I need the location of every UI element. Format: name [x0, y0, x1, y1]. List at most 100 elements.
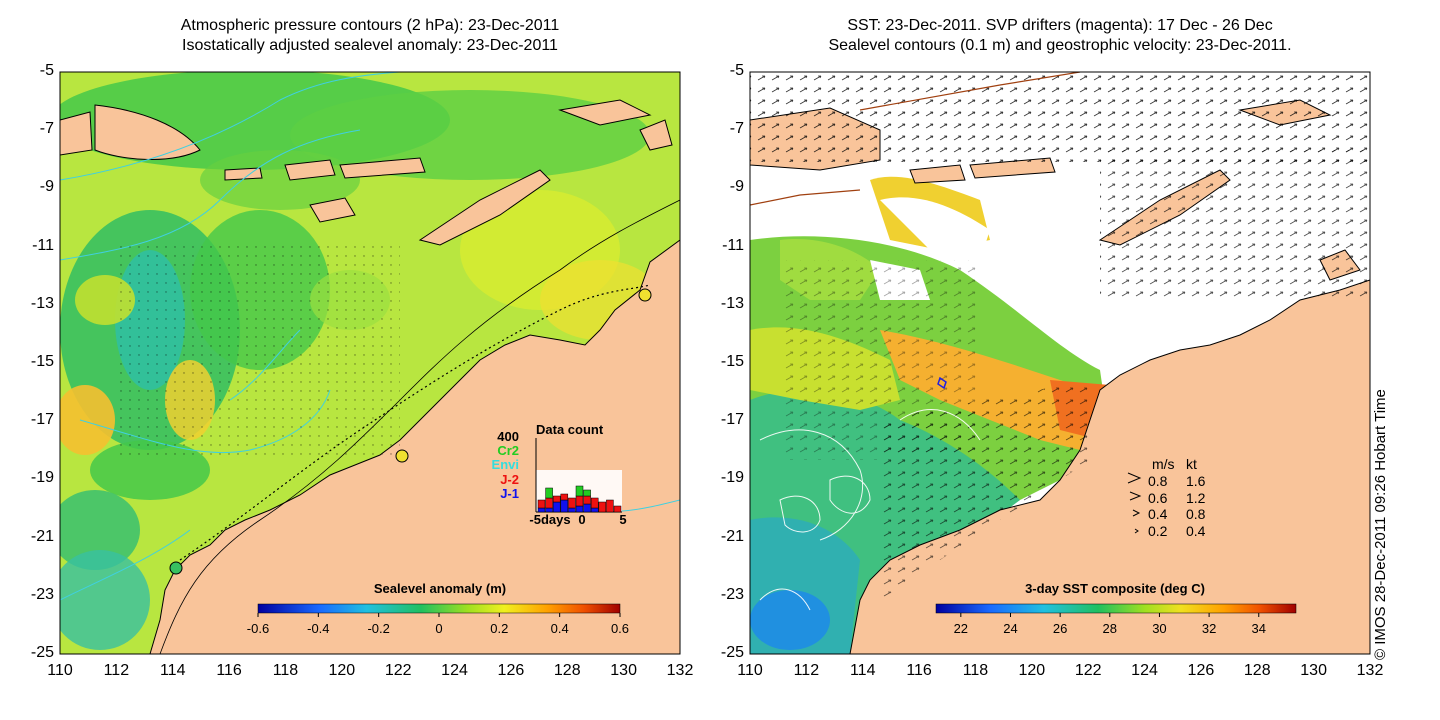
- left-lon-tick-label: 112: [103, 662, 130, 679]
- left-lon-tick-label: 114: [159, 662, 186, 679]
- bali-lombok: [224, 167, 263, 181]
- histogram-bar: [545, 497, 553, 509]
- left-lon-tick-label: 110: [47, 662, 73, 679]
- java-west: [60, 111, 93, 156]
- right-map-frame: [749, 71, 1371, 655]
- legend-ms-value: 0.2: [1148, 523, 1168, 539]
- legend-kt-header: kt: [1186, 456, 1197, 472]
- legend-kt-value: 1.2: [1186, 490, 1206, 506]
- left-lon-tick-label: 120: [328, 662, 356, 679]
- legend-kt-value: 1.6: [1186, 473, 1206, 489]
- right-lat-tick-label: -5: [729, 62, 744, 79]
- legend-ms-header: m/s: [1152, 456, 1175, 472]
- right-sst-map: [750, 72, 1370, 654]
- right-title-line1: SST: 23-Dec-2011. SVP drifters (magenta)…: [847, 17, 1273, 34]
- velocity-arrows-central: [780, 260, 980, 460]
- left-title-line2: Isostatically adjusted sealevel anomaly:…: [182, 37, 558, 54]
- tanimbar: [639, 119, 673, 151]
- histogram-bar: [552, 501, 561, 513]
- mission-j1: J-1: [500, 486, 519, 501]
- colorbar-tick-label: 26: [1053, 621, 1067, 636]
- mission-j2: J-2: [500, 472, 519, 487]
- colorbar-tick-label: -0.4: [307, 621, 329, 636]
- histogram-bar: [537, 499, 546, 509]
- histogram-bar: [583, 495, 591, 505]
- sst-colorbar: 22 24 26 28 30 32 34: [935, 603, 1297, 636]
- data-count-xlabel-start: -5days: [529, 512, 570, 527]
- data-count-ymax: 400: [497, 429, 519, 444]
- right-lon-tick-label: 126: [1187, 662, 1215, 679]
- mission-envi: Envi: [492, 457, 519, 472]
- right-lat-tick-label: -9: [729, 178, 744, 196]
- colorbar-tick-label: 0.6: [611, 621, 629, 636]
- left-lat-tick-label: -25: [30, 644, 54, 661]
- legend-ms-value: 0.8: [1148, 473, 1168, 489]
- histogram-bar: [568, 497, 576, 509]
- colorbar-tick-label: 24: [1003, 621, 1017, 636]
- sealevel-contours: [759, 409, 981, 611]
- histogram-bar: [613, 505, 622, 513]
- left-lon-tick-label: 130: [610, 662, 637, 679]
- right-lon-tick-label: 124: [1131, 662, 1158, 679]
- java-island: [94, 104, 201, 160]
- left-map-frame: [59, 71, 681, 655]
- left-lat-tick-label: -23: [30, 585, 54, 603]
- left-map-title: Atmospheric pressure contours (2 hPa): 2…: [60, 16, 680, 56]
- velocity-arrows-north: [750, 72, 1370, 162]
- right-lat-tick-label: -25: [720, 644, 744, 661]
- left-lon-tick-label: 126: [497, 662, 525, 679]
- right-lat-tick-label: -7: [729, 120, 744, 138]
- right-lon-tick-label: 114: [849, 662, 876, 679]
- histogram-bar: [590, 497, 599, 509]
- left-lon-tick-label: 118: [272, 662, 299, 679]
- flores: [339, 157, 426, 179]
- sumba: [309, 197, 356, 223]
- right-lat-tick-label: -23: [720, 585, 744, 603]
- left-lat-tick-label: -21: [30, 527, 54, 545]
- colorbar-tick-label: 22: [954, 621, 968, 636]
- left-lat-tick-label: -5: [39, 62, 54, 79]
- colorbar-tick-label: 32: [1202, 621, 1216, 636]
- legend-kt-value: 0.4: [1186, 523, 1206, 539]
- drifter-track: [937, 376, 947, 390]
- right-lon-tick-label: 132: [1356, 662, 1384, 679]
- colorbar-tick-label: 0.4: [551, 621, 569, 636]
- data-count-xlabel-end: 5: [619, 512, 626, 527]
- sumbawa: [909, 164, 966, 184]
- left-sealevel-map: [60, 72, 680, 654]
- data-count-xlabel-zero: 0: [578, 512, 585, 527]
- histogram-bar: [590, 507, 599, 513]
- sst-colorbar-gradient: [935, 603, 1297, 614]
- histogram-bar: [552, 495, 561, 503]
- sumbawa: [284, 159, 336, 181]
- right-title-line2: Sealevel contours (0.1 m) and geostrophi…: [828, 37, 1292, 54]
- legend-ms-value: 0.4: [1148, 506, 1168, 522]
- left-lat-tick-label: -7: [39, 120, 54, 138]
- left-lat-tick-label: -11: [32, 236, 54, 254]
- left-lat-tick-label: -17: [30, 411, 54, 429]
- colorbar-tick-label: 28: [1103, 621, 1117, 636]
- left-lon-tick-label: 122: [384, 662, 412, 679]
- velocity-arrows-east: [1100, 150, 1370, 300]
- sla-colorbar-gradient: [257, 603, 621, 614]
- colorbar-tick-label: 30: [1152, 621, 1166, 636]
- left-lon-tick-label: 116: [216, 662, 242, 679]
- right-lon-tick-label: 122: [1074, 662, 1102, 679]
- right-map-title: SST: 23-Dec-2011. SVP drifters (magenta)…: [750, 16, 1370, 56]
- histogram-bar: [575, 485, 584, 497]
- left-title-line1: Atmospheric pressure contours (2 hPa): 2…: [180, 17, 560, 34]
- colorbar-tick-label: 0: [435, 621, 442, 636]
- histogram-bar: [560, 493, 569, 501]
- colorbar-tick-label: -0.2: [367, 621, 389, 636]
- histogram-bar: [598, 501, 607, 513]
- left-lat-tick-label: -13: [30, 294, 54, 312]
- stipple-region: [120, 240, 400, 460]
- data-count-title: Data count: [536, 422, 604, 437]
- right-lon-tick-label: 128: [1243, 662, 1271, 679]
- tide-gauge-marker: [395, 449, 409, 463]
- right-lon-tick-label: 118: [962, 662, 989, 679]
- data-count-inset: [535, 438, 622, 513]
- histogram-bar: [583, 489, 591, 497]
- left-lat-tick-label: -15: [30, 353, 54, 370]
- right-lat-tick-label: -19: [720, 469, 744, 487]
